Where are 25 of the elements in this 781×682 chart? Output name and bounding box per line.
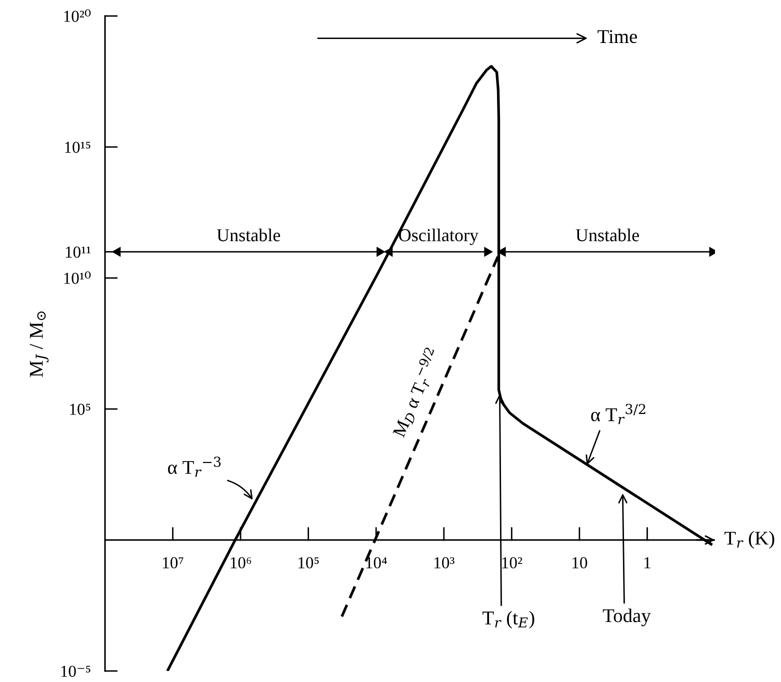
x-tick-label: 10 [572,557,588,568]
x-tick-label: 10² [502,557,522,568]
y-tick-label: 10¹¹ [66,246,91,258]
series-label: Unstable [216,228,280,242]
annotation: Today [602,608,651,626]
x-tick-label: 10⁶ [230,557,252,568]
annotation: α T$_{r}$$^{3/2}$ [591,404,646,424]
y-tick-label: 10⁵ [70,404,90,415]
x-tick-label: 10⁷ [163,557,184,568]
annotation: T$_{r}$ (t$_{E}$) [482,610,534,628]
x-tick-label: 10⁴ [366,557,387,568]
y-tick-label: 10¹⁵ [65,142,90,153]
series-label: Oscillatory [399,228,478,246]
series-label: Unstable [576,228,639,242]
x-axis-title: T$_{r}$ (K) [724,531,774,549]
x-tick-label: 10⁵ [298,557,319,568]
y-tick-label: 10²⁰ [64,9,91,22]
annotation: Time [598,30,637,44]
x-tick-label: 1 [644,557,650,568]
y-tick-label: 10¹⁰ [64,271,91,284]
annotation: α T$_{r}$$^{−3}$ [168,456,221,477]
y-axis-title: M$_{J}$ / M$_{⊙}$ [30,312,49,377]
y-tick-label: 10⁻⁵ [61,666,90,677]
x-tick-label: 10³ [434,557,454,568]
text: M$_{D}$ α T$_{r}$$^{−9/2}$ [388,346,443,439]
